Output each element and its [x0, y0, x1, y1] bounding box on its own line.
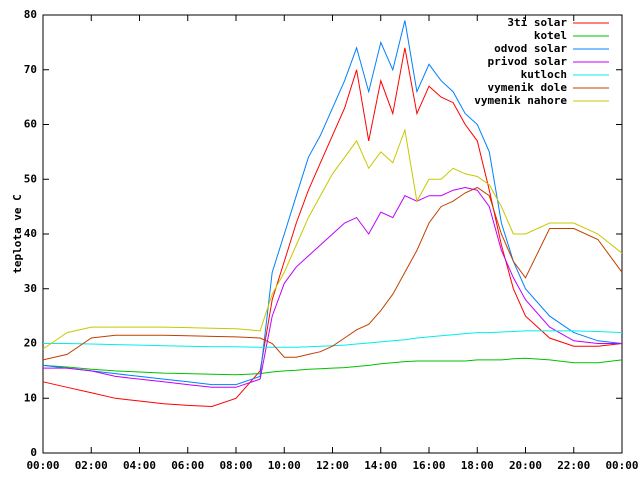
legend-label: kutloch: [521, 68, 567, 81]
y-tick-label: 20: [24, 337, 37, 350]
y-tick-label: 50: [24, 172, 37, 185]
x-tick-label: 22:00: [557, 459, 590, 472]
y-tick-label: 40: [24, 227, 37, 240]
y-tick-label: 60: [24, 118, 37, 131]
series-line: [42, 357, 623, 376]
x-tick-label: 18:00: [461, 459, 494, 472]
series-line: [42, 186, 623, 361]
y-tick-label: 80: [24, 8, 37, 21]
legend-label: vymenik dole: [488, 81, 568, 94]
x-tick-label: 10:00: [268, 459, 301, 472]
series-line: [43, 186, 622, 388]
x-tick-label: 20:00: [509, 459, 542, 472]
series-line: [42, 128, 623, 350]
legend-label: kotel: [534, 29, 567, 42]
x-tick-label: 00:00: [26, 459, 59, 472]
legend-label: vymenik nahore: [474, 94, 567, 107]
legend-label: 3ti solar: [507, 16, 567, 29]
legend-label: privod solar: [488, 55, 568, 68]
x-tick-label: 16:00: [412, 459, 445, 472]
y-tick-label: 0: [30, 446, 37, 459]
series-line: [43, 330, 623, 348]
x-tick-label: 04:00: [123, 459, 156, 472]
y-tick-label: 70: [24, 63, 37, 76]
x-tick-label: 14:00: [364, 459, 397, 472]
legend-label: odvod solar: [494, 42, 567, 55]
series-line: [42, 47, 623, 408]
x-tick-label: 06:00: [171, 459, 204, 472]
y-tick-label: 10: [24, 391, 37, 404]
series-line: [42, 20, 623, 386]
x-tick-label: 02:00: [75, 459, 108, 472]
x-tick-label: 08:00: [219, 459, 252, 472]
y-axis-label: teplota ve C: [11, 194, 24, 273]
x-tick-label: 00:00: [605, 459, 638, 472]
y-tick-label: 30: [24, 282, 37, 295]
x-tick-label: 12:00: [316, 459, 349, 472]
